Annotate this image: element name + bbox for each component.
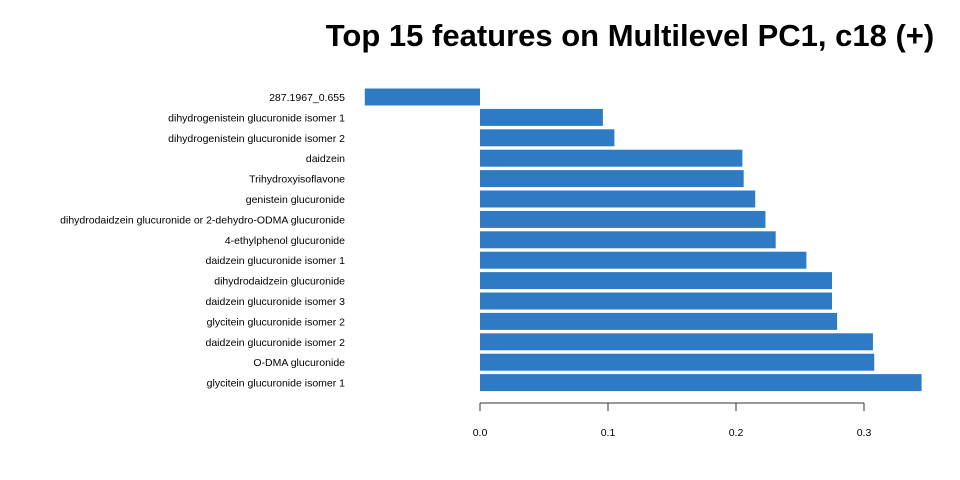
category-label-15: glycitein glucuronide isomer 1 — [207, 378, 345, 390]
bar-12 — [480, 312, 838, 330]
category-label-11: daidzein glucuronide isomer 3 — [206, 296, 346, 308]
chart-title: Top 15 features on Multilevel PC1, c18 (… — [325, 18, 935, 53]
x-tick-label-1: 0.0 — [473, 427, 488, 439]
category-label-12: glycitein glucuronide isomer 2 — [207, 316, 345, 328]
bars-layer — [364, 88, 922, 392]
category-label-6: genistein glucuronide — [246, 194, 345, 206]
bar-7 — [480, 210, 766, 228]
category-label-13: daidzein glucuronide isomer 2 — [206, 337, 346, 349]
bar-5 — [480, 170, 744, 188]
category-label-9: daidzein glucuronide isomer 1 — [206, 255, 346, 267]
category-label-8: 4-ethylphenol glucuronide — [225, 235, 345, 247]
bar-15 — [480, 374, 922, 392]
bar-3 — [480, 129, 615, 147]
bar-2 — [480, 108, 603, 126]
category-labels-layer: 287.1967_0.655 dihydrogenistein glucuroni… — [60, 92, 345, 390]
bar-9 — [480, 251, 807, 269]
category-label-7: dihydrodaidzein glucuronide or 2-dehydro… — [60, 214, 345, 226]
bar-10 — [480, 272, 832, 290]
category-label-2: dihydrogenistein glucuronide isomer 1 — [168, 112, 345, 124]
category-label-5: Trihydroxyisoflavone — [249, 174, 345, 186]
bar-4 — [480, 149, 743, 167]
bar-11 — [480, 292, 832, 310]
bar-8 — [480, 231, 776, 249]
x-tick-label-3: 0.2 — [729, 427, 744, 439]
category-label-4: daidzein — [306, 153, 345, 165]
x-tick-label-2: 0.1 — [601, 427, 616, 439]
bar-6 — [480, 190, 756, 208]
category-label-10: dihydrodaidzein glucuronide — [214, 276, 345, 288]
category-label-14: O-DMA glucuronide — [253, 357, 345, 369]
bar-14 — [480, 353, 875, 371]
bar-13 — [480, 333, 873, 351]
category-label-1: 287.1967_0.655 — [269, 92, 345, 104]
x-tick-label-4: 0.3 — [857, 427, 872, 439]
bar-1 — [364, 88, 480, 106]
category-label-3: dihydrogenistein glucuronide isomer 2 — [168, 133, 345, 145]
x-axis: 0.0 0.1 0.2 0.3 — [473, 402, 872, 439]
